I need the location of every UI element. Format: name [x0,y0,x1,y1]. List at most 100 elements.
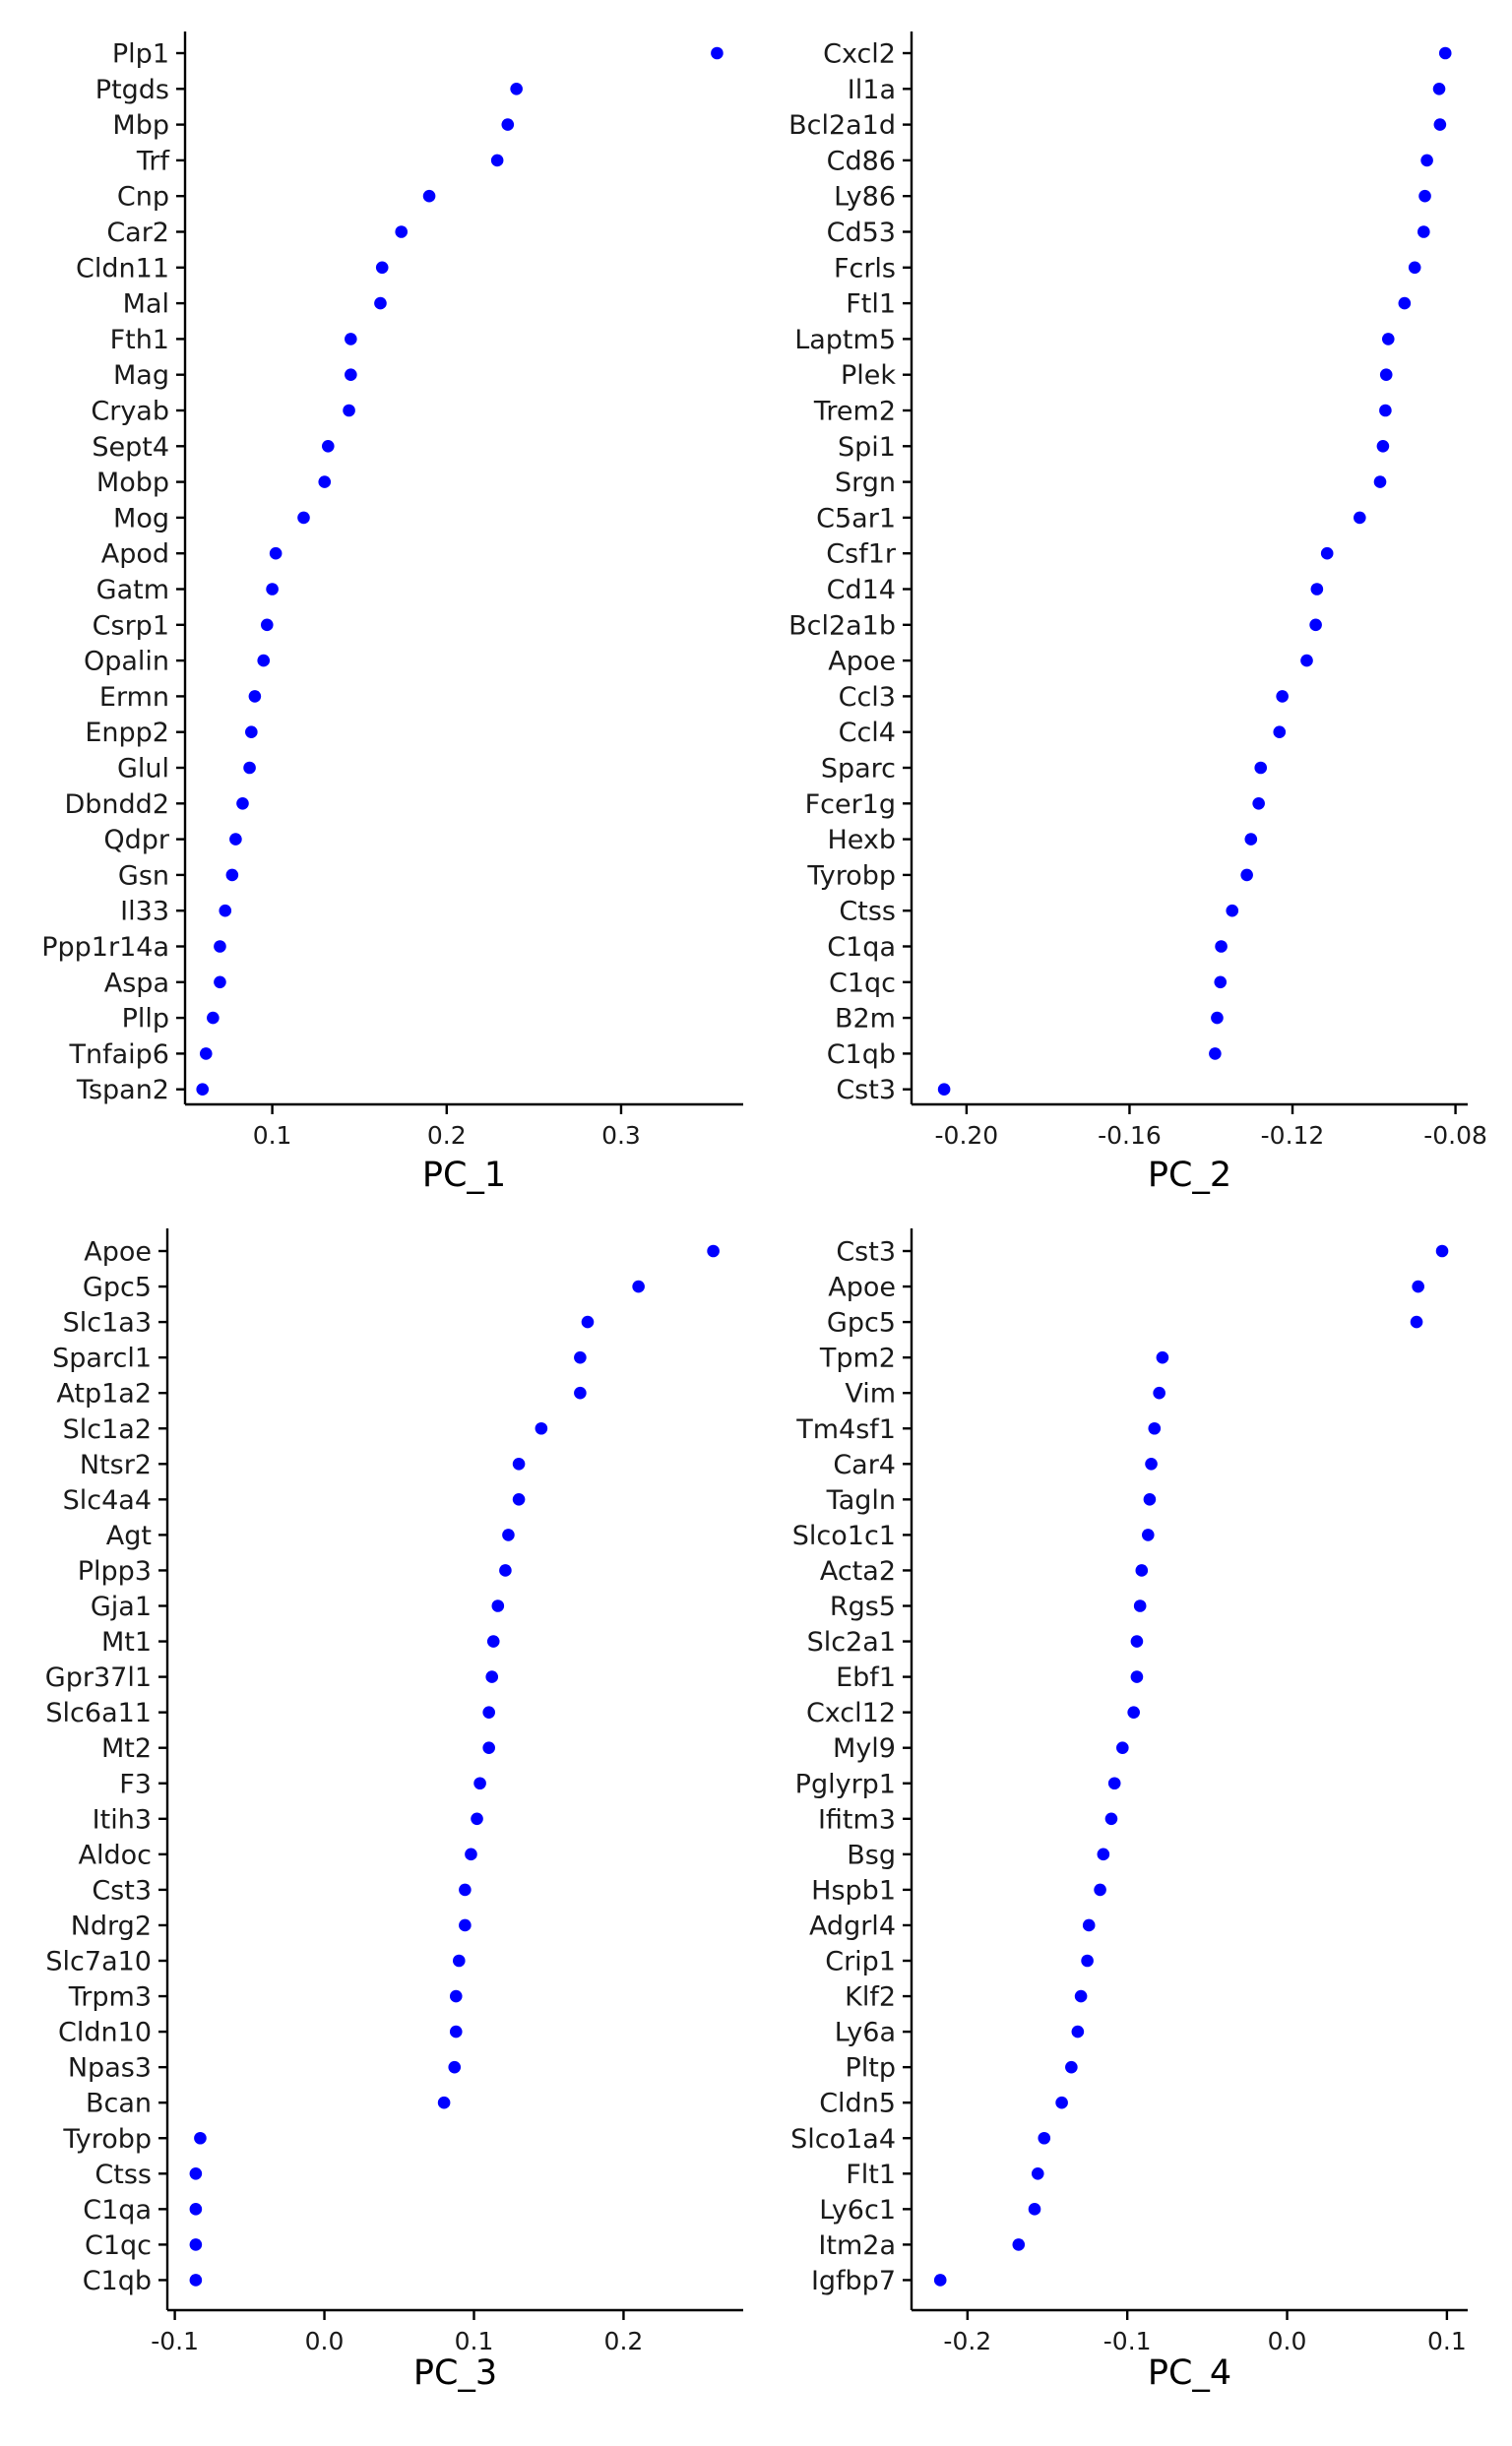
data-point [345,333,357,345]
gene-label: Plpp3 [78,1556,152,1587]
gene-label: Mal [123,289,169,320]
gene-label: Mt1 [101,1627,152,1658]
data-point [632,1281,645,1293]
gene-label: Mag [113,360,169,391]
x-tick-label: -0.1 [151,2327,199,2355]
gene-label: Ndrg2 [71,1911,152,1941]
data-point [1029,2203,1041,2216]
gene-label: Plp1 [112,39,169,70]
gene-label: Pllp [122,1004,169,1035]
gene-label: Cd14 [827,575,896,605]
data-point [459,1919,472,1932]
gene-label: Cldn10 [58,2018,152,2048]
x-tick-label: 0.2 [427,1121,467,1150]
gene-label: Mt2 [101,1733,152,1764]
gene-label: Sparc [821,754,896,784]
data-point [190,2238,203,2251]
data-point [1420,155,1433,167]
data-point [1116,1741,1129,1754]
data-point [513,1493,526,1506]
data-point [1254,762,1267,775]
gene-label: Slc2a1 [807,1627,896,1658]
data-point [499,1564,512,1577]
data-point [207,1012,220,1025]
gene-label: Slc1a2 [63,1414,152,1445]
gene-label: Tagln [826,1485,896,1516]
data-point [711,47,724,60]
data-point [1038,2132,1050,2145]
data-point [502,1529,515,1541]
data-point [450,2026,463,2038]
data-point [1055,2097,1068,2109]
gene-label: Tpm2 [819,1344,896,1374]
x-tick-label: -0.12 [1261,1121,1325,1150]
gene-label: Plek [841,360,896,391]
data-point [200,1047,213,1060]
data-point [1012,2238,1025,2251]
data-point [482,1741,495,1754]
gene-label: Opalin [84,647,169,677]
gene-label: Mobp [96,468,169,498]
gene-label: Gja1 [91,1592,152,1622]
gene-label: Apoe [828,1273,896,1303]
gene-label: Slc7a10 [45,1947,152,1977]
gene-label: B2m [835,1004,896,1035]
gene-label: Pltp [845,2053,896,2084]
data-point [1309,619,1322,632]
data-point [1377,440,1390,453]
gene-label: Slco1c1 [792,1521,896,1551]
data-point [574,1387,587,1400]
data-point [1094,1884,1106,1897]
gene-label: Agt [106,1521,152,1551]
data-point [1108,1777,1121,1789]
gene-label: Dbndd2 [65,789,170,820]
gene-label: Tyrobp [806,860,896,891]
data-point [1209,1047,1222,1060]
data-point [1382,333,1395,345]
gene-label: Gpc5 [827,1308,896,1339]
gene-label: Bcl2a1d [788,110,896,141]
gene-label: Cst3 [836,1237,896,1268]
panel-pc-4: Cst3 Apoe Gpc5 Tpm2 Vim Tm4sf1 Car4 Tagln Slco1c… [790,1228,1468,2393]
data-point [249,690,262,703]
gene-label: Ccl3 [839,682,896,713]
data-point [1380,368,1393,381]
x-tick-label: -0.16 [1098,1121,1162,1150]
gene-label: Apoe [84,1237,152,1268]
gene-label: Fth1 [110,325,169,355]
gene-label: Flt1 [846,2160,896,2190]
data-point [1418,225,1430,238]
data-point [1131,1670,1144,1683]
data-point [1214,976,1227,989]
gene-label: Itih3 [93,1804,152,1835]
data-point [1374,475,1387,488]
data-point [257,655,270,667]
gene-label: Cxcl12 [806,1698,896,1728]
gene-label: Cst3 [836,1075,896,1105]
gene-label: Igfbp7 [811,2266,896,2296]
gene-label: Slc1a3 [63,1308,152,1339]
gene-label: Fcrls [834,253,896,283]
x-tick-label: 0.0 [305,2327,345,2355]
data-point [423,190,436,203]
gene-label: C1qc [829,968,896,998]
data-point [491,155,504,167]
gene-label: Il33 [120,897,169,927]
data-point [266,583,279,596]
data-point [1244,833,1257,846]
gene-label: C5ar1 [816,503,896,533]
gene-label: Aspa [104,968,169,998]
gene-label: Ebf1 [836,1662,896,1693]
data-point [1321,547,1334,560]
panel-pc-3: Apoe Gpc5 Slc1a3 Sparcl1 Atp1a2 Slc1a2 Ntsr2 Sl… [45,1228,743,2393]
gene-label: Ifitm3 [818,1804,896,1835]
data-point [536,1422,548,1435]
data-point [465,1849,477,1861]
gene-label: Atp1a2 [56,1379,152,1410]
x-tick-label: 0.1 [455,2327,494,2355]
data-point [376,262,389,275]
gene-label: Tnfaip6 [69,1039,169,1070]
gene-label: Cldn11 [76,253,169,283]
data-point [582,1316,595,1329]
data-point [1065,2061,1078,2074]
